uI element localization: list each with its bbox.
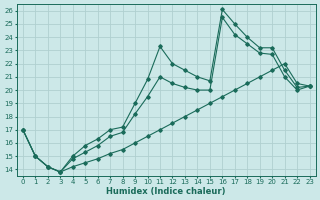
X-axis label: Humidex (Indice chaleur): Humidex (Indice chaleur) bbox=[107, 187, 226, 196]
